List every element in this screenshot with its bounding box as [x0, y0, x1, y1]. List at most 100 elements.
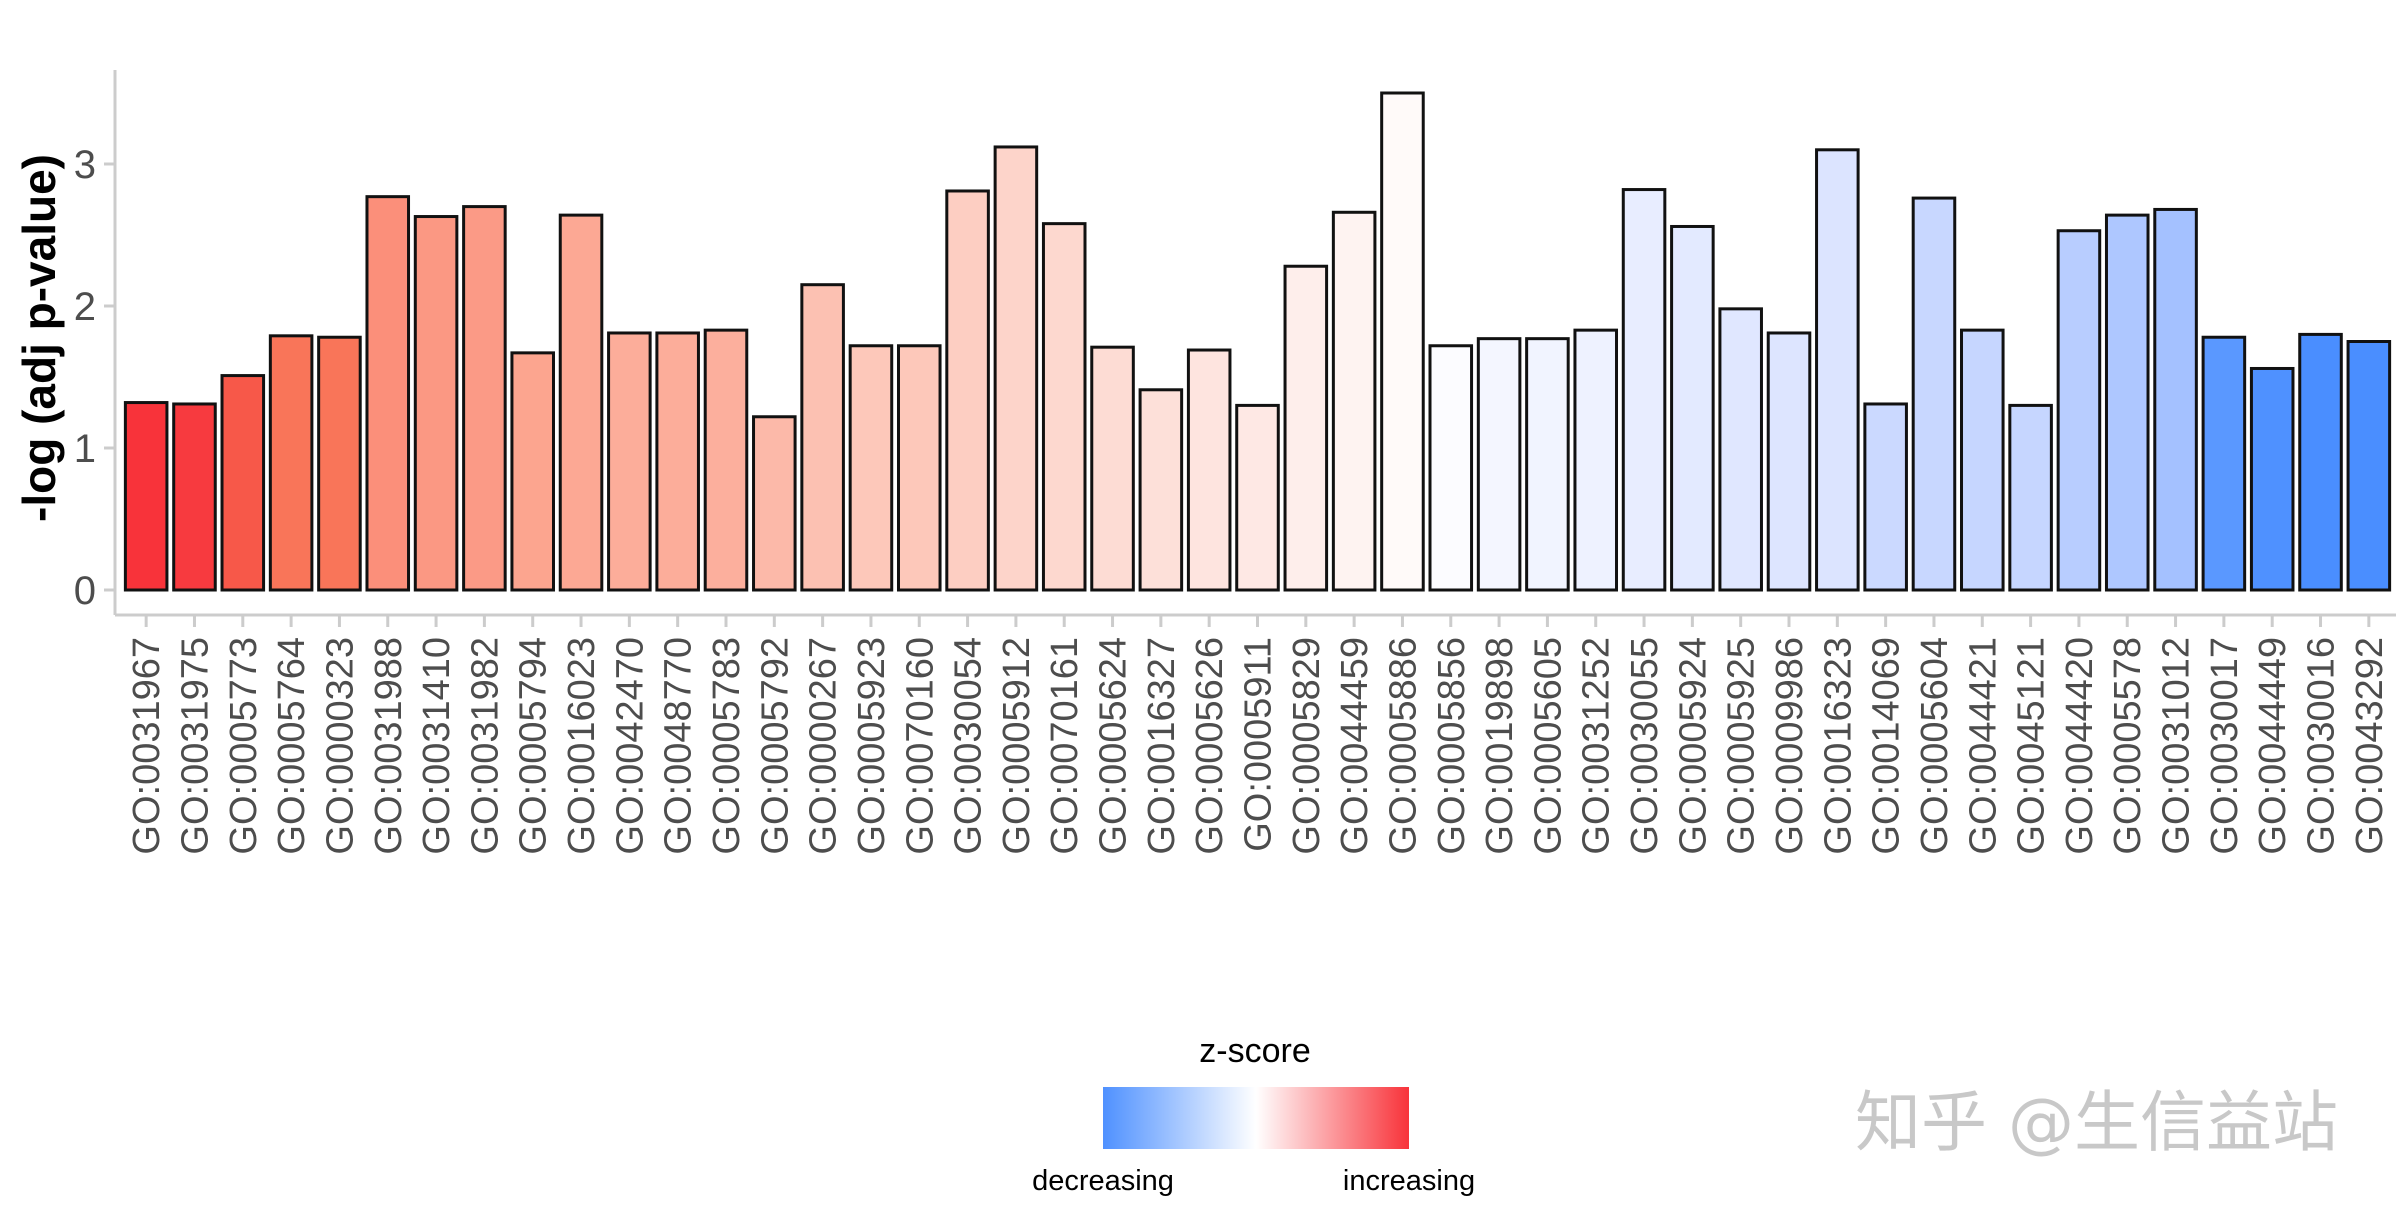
x-tick-label: GO:0005923: [851, 637, 893, 855]
x-tick-label: GO:0030017: [2204, 637, 2246, 855]
bar-GO-0005773: [220, 374, 266, 592]
bar-GO-0044459: [1331, 210, 1377, 592]
bar-GO-0000323: [317, 335, 362, 592]
y-tick-label: 0: [74, 569, 96, 613]
x-tick-label: GO:0005792: [754, 637, 796, 855]
x-tick-label: GO:0030016: [2301, 637, 2343, 855]
x-tick-label: GO:0044420: [2059, 637, 2101, 855]
bar-GO-0031982: [462, 205, 507, 592]
bar-GO-0005764: [268, 334, 314, 592]
legend-high-label: increasing: [1343, 1165, 1475, 1197]
x-tick-label: GO:0005829: [1286, 637, 1328, 855]
x-tick-label: GO:0000323: [319, 637, 361, 855]
x-tick-label: GO:0005605: [1527, 637, 1569, 855]
bar-GO-0005856: [1428, 344, 1474, 592]
bar-GO-0030055: [1621, 188, 1667, 592]
bar-GO-0000267: [800, 283, 845, 592]
x-tick-label: GO:0045121: [2011, 637, 2053, 855]
x-tick-label: GO:0005925: [1721, 637, 1763, 855]
legend-low-label: decreasing: [1032, 1165, 1174, 1197]
x-tick-label: GO:0016323: [1817, 637, 1859, 855]
x-tick-label: GO:0005912: [996, 637, 1038, 855]
bar-GO-0030054: [945, 189, 990, 592]
x-tick-label: GO:0031012: [2156, 637, 2198, 855]
bar-GO-0005783: [703, 328, 749, 592]
x-tick-label: GO:0005856: [1431, 637, 1473, 855]
bar-GO-0005605: [1525, 337, 1570, 592]
x-tick-label: GO:0005911: [1238, 637, 1280, 852]
x-tick-label: GO:0031975: [174, 637, 216, 855]
bar-GO-0009986: [1766, 331, 1812, 592]
bar-GO-0016327: [1138, 388, 1184, 592]
bar-GO-0048770: [655, 331, 700, 592]
bar-GO-0070160: [896, 344, 942, 592]
x-tick-label: GO:0019898: [1479, 637, 1521, 855]
x-tick-label: GO:0043292: [2349, 637, 2391, 855]
x-tick-label: GO:0031252: [1576, 637, 1618, 855]
bar-GO-0043292: [2346, 340, 2392, 592]
bar-GO-0016323: [1815, 148, 1860, 592]
legend-title: z-score: [1199, 1032, 1310, 1070]
x-tick-label: GO:0016327: [1141, 637, 1183, 855]
bar-GO-0044421: [1960, 328, 2005, 592]
x-tick-label: GO:0031988: [368, 637, 410, 855]
x-tick-label: GO:0005924: [1672, 637, 1714, 855]
x-tick-label: GO:0005794: [513, 637, 555, 855]
bar-GO-0070161: [1041, 222, 1087, 592]
x-tick-label: GO:0005624: [1093, 637, 1135, 855]
bar-GO-0031967: [123, 401, 169, 592]
bar-GO-0005925: [1718, 307, 1763, 592]
bar-GO-0044420: [2056, 229, 2102, 592]
bar-GO-0005829: [1283, 264, 1329, 592]
legend: z-score decreasing increasing: [1032, 1032, 1475, 1197]
x-tick-label: GO:0000267: [803, 637, 845, 855]
y-axis-title: -log (adj p-value): [13, 154, 65, 522]
bar-GO-0031988: [365, 195, 411, 592]
bar-GO-0030016: [2298, 332, 2343, 592]
bar-GO-0005911: [1235, 403, 1280, 592]
bar-GO-0016023: [558, 213, 604, 592]
bar-GO-0005794: [510, 351, 555, 592]
bar-GO-0005924: [1670, 224, 1715, 592]
bar-GO-0005912: [993, 145, 1039, 592]
x-tick-label: GO:0070161: [1044, 637, 1086, 855]
bar-GO-0031975: [172, 402, 217, 592]
x-tick-label: GO:0005783: [706, 637, 748, 855]
y-ticks: 0 1 2 3: [74, 143, 115, 613]
bar-GO-0031252: [1573, 328, 1619, 592]
x-tick-label: GO:0005626: [1189, 637, 1231, 855]
x-tick-label: GO:0031410: [416, 637, 458, 855]
x-tick-label: GO:0030055: [1624, 637, 1666, 855]
x-tick-label: GO:0009986: [1769, 637, 1811, 855]
y-tick-label: 3: [74, 143, 96, 187]
watermark: 知乎 @生信益站: [1855, 1084, 2338, 1161]
bar-GO-0044449: [2249, 366, 2295, 592]
x-tick-label: GO:0005604: [1914, 637, 1956, 855]
bar-GO-0045121: [2008, 403, 2053, 592]
x-tick-label: GO:0048770: [658, 637, 700, 855]
x-tick-label: GO:0005773: [223, 637, 265, 855]
bar-GO-0005624: [1090, 345, 1135, 592]
x-tick-label: GO:0042470: [609, 637, 651, 855]
bar-GO-0030017: [2201, 335, 2247, 592]
x-tick-label: GO:0005578: [2107, 637, 2149, 855]
x-tick-label: GO:0016023: [561, 637, 603, 855]
bar-GO-0042470: [607, 331, 652, 592]
bars: [123, 91, 2392, 592]
x-tick-label: GO:0030054: [948, 637, 990, 855]
x-ticks: GO:0031967 GO:0031975 GO:0005773 GO:0005764…: [126, 615, 2391, 855]
x-tick-label: GO:0070160: [899, 637, 941, 855]
x-tick-label: GO:0044449: [2252, 637, 2294, 855]
x-tick-label: GO:0014069: [1866, 637, 1908, 855]
bar-GO-0019898: [1476, 337, 1522, 592]
bar-GO-0031012: [2153, 207, 2198, 592]
legend-colorbar: [1103, 1087, 1409, 1149]
bar-GO-0005923: [848, 344, 894, 592]
x-tick-label: GO:0031982: [464, 637, 506, 855]
x-tick-label: GO:0044421: [1962, 637, 2004, 855]
bar-GO-0031410: [413, 215, 459, 592]
x-tick-label: GO:0005886: [1382, 637, 1424, 855]
y-tick-label: 1: [74, 427, 96, 471]
bar-GO-0005604: [1911, 196, 1957, 592]
